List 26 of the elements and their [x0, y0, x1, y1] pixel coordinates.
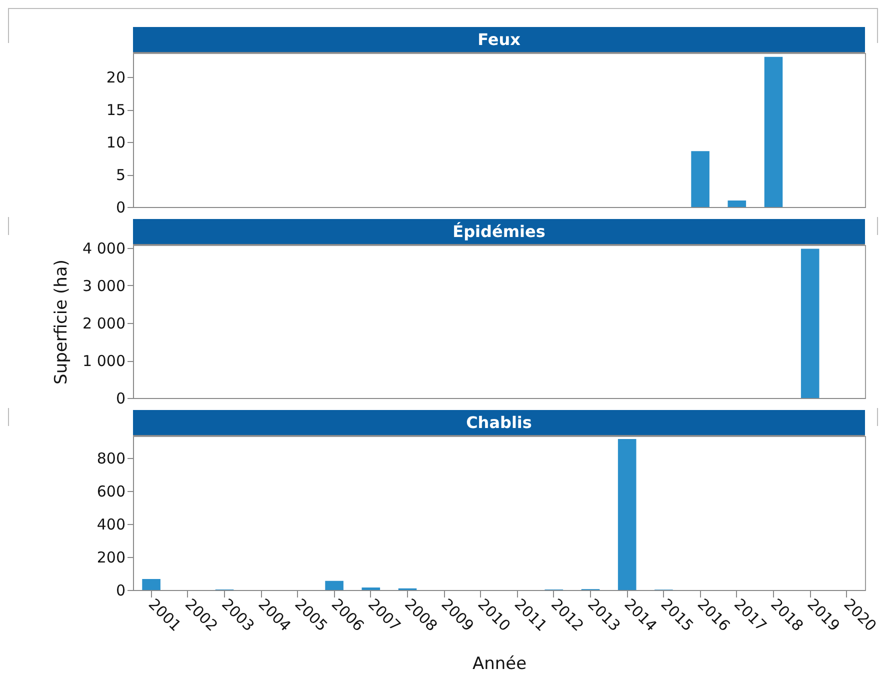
y-tick-label: 800 — [96, 449, 126, 468]
y-tick-label: 400 — [96, 515, 126, 534]
y-tick-label: 600 — [96, 482, 126, 500]
y-axis-title: Superficie (ha) — [52, 260, 72, 384]
y-tick-label: 200 — [96, 548, 126, 566]
bar — [691, 151, 710, 207]
bar — [142, 578, 160, 590]
y-tick-label: 3 000 — [82, 277, 126, 295]
y-tick-label: 15 — [106, 101, 126, 120]
bar — [764, 56, 783, 207]
bar — [618, 438, 636, 590]
y-tick-label: 2 000 — [82, 314, 126, 332]
bar — [728, 200, 746, 207]
y-tick-label: 20 — [106, 68, 126, 87]
chart-title: Épidémies — [133, 219, 865, 245]
x-axis-title: Année — [472, 654, 527, 674]
y-tick-label: 0 — [116, 582, 126, 600]
y-tick-label: 0 — [116, 390, 126, 408]
chart-title: Feux — [133, 27, 865, 53]
chart-title: Chablis — [133, 410, 865, 436]
y-tick-label: 0 — [116, 198, 126, 216]
y-tick-label: 10 — [106, 134, 126, 152]
y-tick-label: 1 000 — [82, 352, 126, 370]
y-tick-label: 5 — [116, 166, 126, 184]
y-tick-label: 4 000 — [82, 240, 126, 258]
bar — [325, 580, 344, 590]
